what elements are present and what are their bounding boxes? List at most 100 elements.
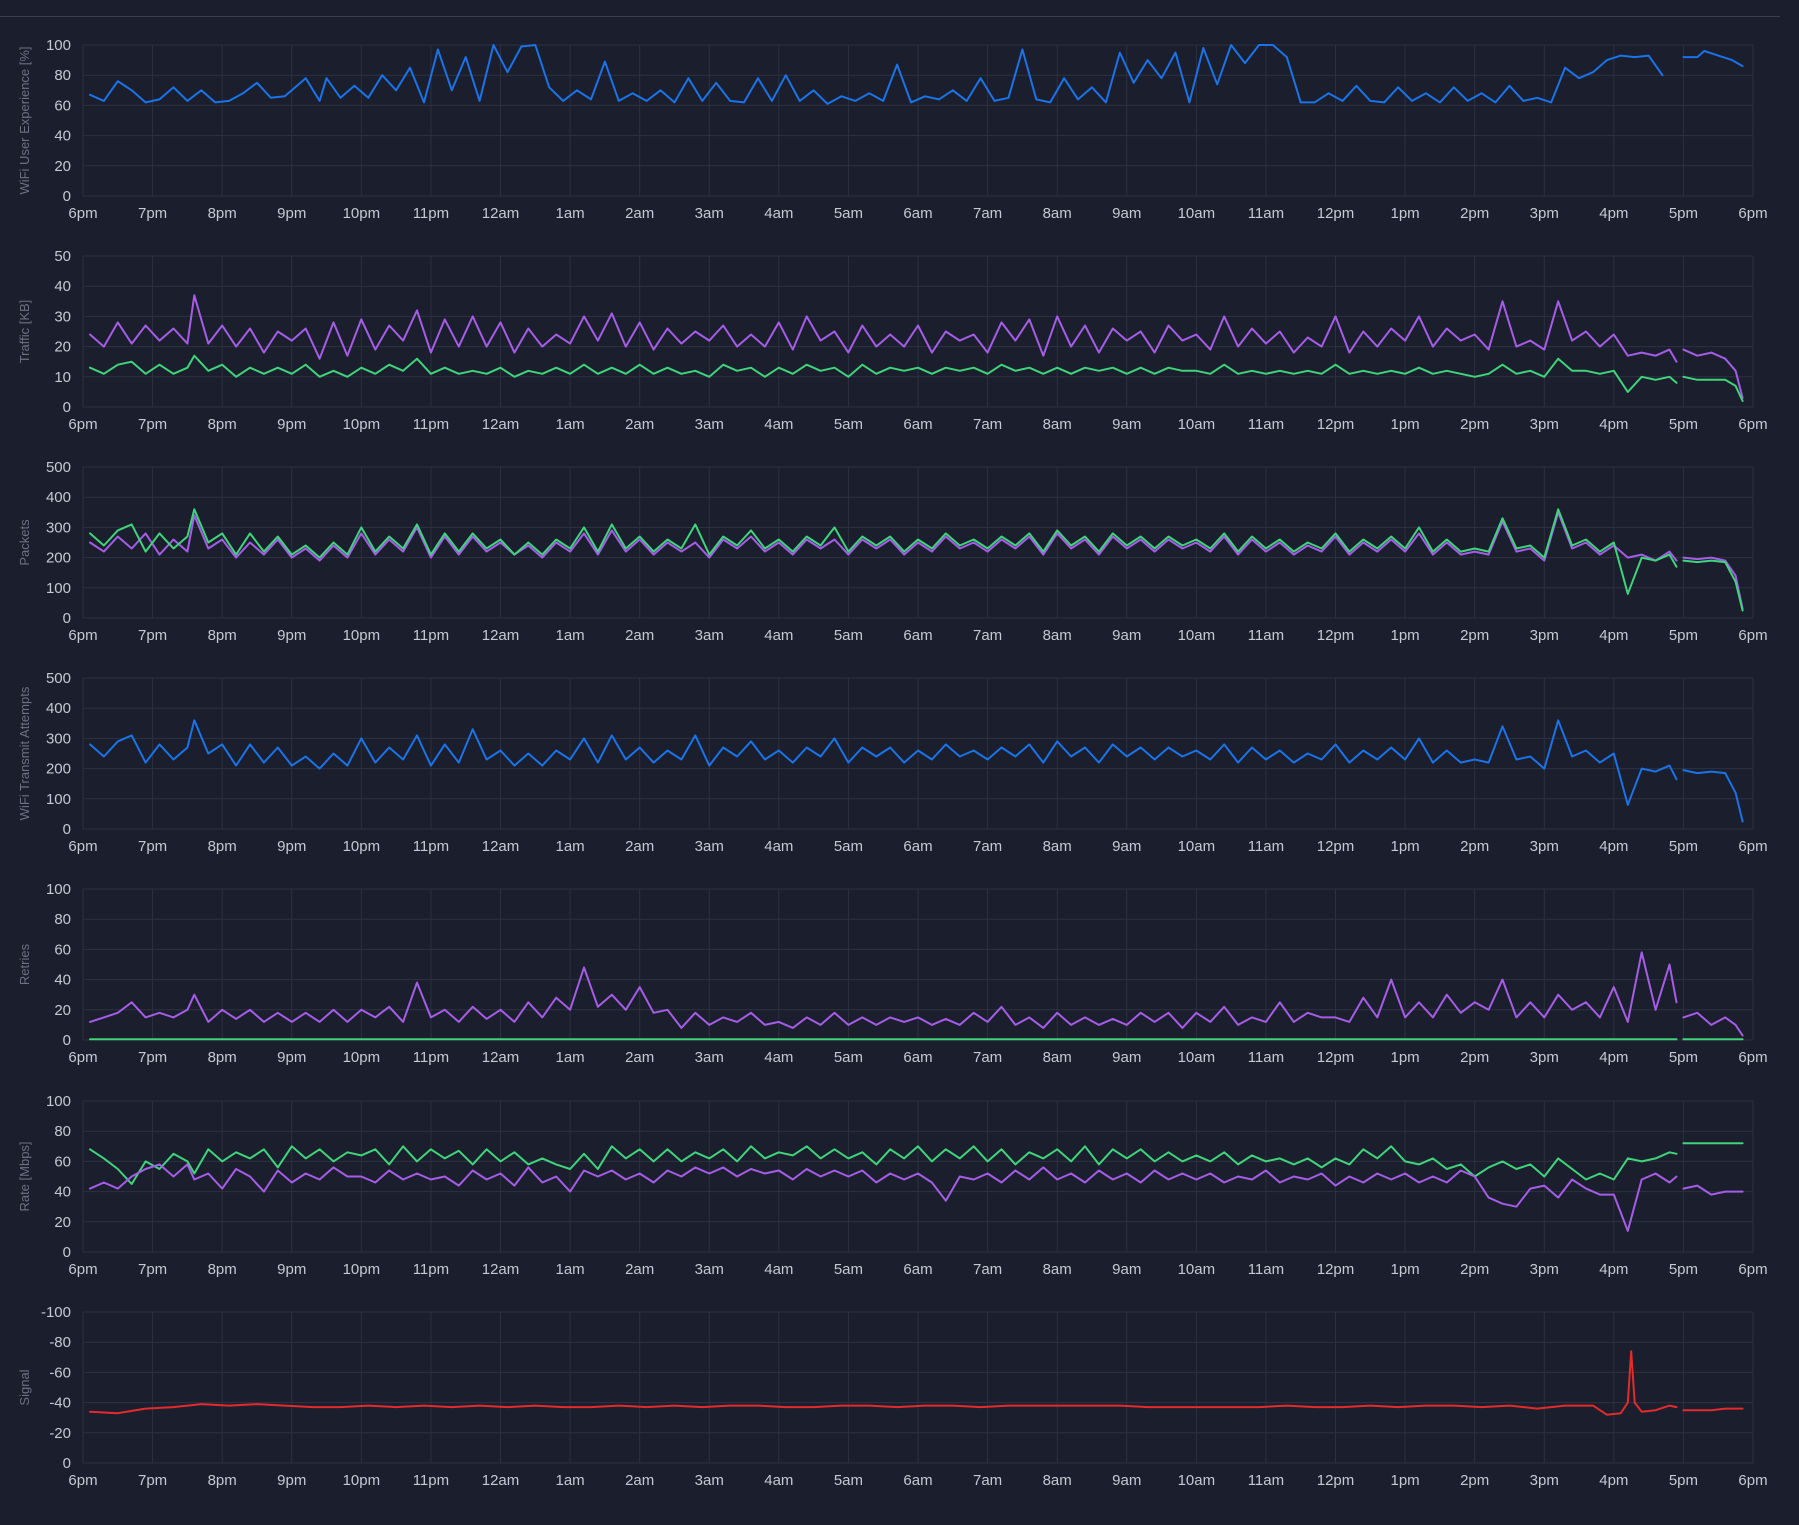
x-tick-label: 7am	[973, 1261, 1002, 1278]
x-tick-label: 2am	[625, 205, 654, 222]
x-tick-label: 7pm	[138, 627, 167, 644]
x-tick-label: 4am	[764, 838, 793, 855]
x-tick-label: 6pm	[1738, 838, 1767, 855]
x-tick-label: 8pm	[208, 838, 237, 855]
x-tick-label: 11pm	[413, 416, 449, 433]
x-tick-label: 11am	[1248, 1472, 1284, 1489]
y-tick-label: 80	[54, 911, 71, 928]
x-tick-label: 1am	[555, 1049, 584, 1066]
x-tick-label: 4am	[764, 1261, 793, 1278]
x-tick-label: 11pm	[413, 205, 449, 222]
x-tick-label: 10am	[1178, 1472, 1216, 1489]
y-tick-label: 20	[54, 1214, 71, 1231]
x-tick-label: 3am	[695, 1261, 724, 1278]
wifi-user-experience-chart: 0 20 40 60 80 100 6pm 7pm 8pm 9pm 10pm 11pm 12am 1am 2…	[17, 37, 1768, 222]
x-tick-label: 2am	[625, 1472, 654, 1489]
x-tick-label: 5pm	[1669, 1261, 1698, 1278]
x-tick-label: 8am	[1043, 1049, 1072, 1066]
x-tick-label: 12pm	[1317, 838, 1355, 855]
x-tick-label: 11pm	[413, 1049, 449, 1066]
x-tick-label: 4am	[764, 416, 793, 433]
x-tick-label: 11am	[1248, 1049, 1284, 1066]
x-tick-label: 4pm	[1599, 1472, 1628, 1489]
x-tick-label: 10pm	[343, 1049, 381, 1066]
x-tick-label: 12pm	[1317, 416, 1355, 433]
y-tick-label: 50	[54, 248, 71, 265]
rate-mbps-series-line	[1682, 1184, 1744, 1196]
x-tick-label: 7am	[973, 627, 1002, 644]
x-tick-label: 6am	[903, 416, 932, 433]
rate-mbps-series-line	[89, 1163, 1678, 1232]
packets-series-line	[1682, 556, 1744, 610]
x-tick-label: 8am	[1043, 1261, 1072, 1278]
x-tick-label: 4pm	[1599, 1049, 1628, 1066]
y-tick-label: 400	[46, 489, 71, 506]
x-tick-label: 12pm	[1317, 1472, 1355, 1489]
x-tick-label: 2pm	[1460, 1049, 1489, 1066]
y-axis-label: Retries	[17, 943, 32, 985]
y-tick-label: -100	[41, 1304, 71, 1321]
y-tick-label: 0	[63, 1032, 71, 1049]
x-tick-label: 12am	[482, 1261, 520, 1278]
traffic-kb-series-line	[1682, 348, 1744, 399]
x-tick-label: 2am	[625, 416, 654, 433]
x-tick-label: 11am	[1248, 838, 1284, 855]
y-tick-label: 500	[46, 670, 71, 687]
x-tick-label: 9pm	[277, 416, 306, 433]
x-tick-label: 5am	[834, 205, 863, 222]
y-tick-label: -60	[49, 1364, 71, 1381]
y-tick-label: 300	[46, 519, 71, 536]
x-tick-label: 1am	[555, 1261, 584, 1278]
x-tick-label: 5pm	[1669, 416, 1698, 433]
x-tick-label: 3am	[695, 416, 724, 433]
x-tick-label: 5am	[834, 838, 863, 855]
y-tick-label: 20	[54, 339, 71, 356]
signal-series-line	[89, 1350, 1678, 1416]
y-tick-label: 0	[63, 188, 71, 205]
x-tick-label: 6am	[903, 627, 932, 644]
x-tick-label: 10am	[1178, 205, 1216, 222]
x-tick-label: 6pm	[68, 1472, 97, 1489]
y-axis-label: Rate [Mbps]	[17, 1141, 32, 1211]
x-tick-label: 6pm	[68, 627, 97, 644]
x-tick-label: 5pm	[1669, 627, 1698, 644]
wifi-transmit-attempts-chart: 0 100 200 300 400 500 6pm 7pm 8pm 9pm 10pm 11pm 12am…	[17, 670, 1768, 855]
signal-chart: 0 -20 -40 -60 -80 -100 6pm 7pm 8pm 9pm 10pm 11pm 12a…	[17, 1304, 1768, 1489]
y-tick-label: 20	[54, 158, 71, 175]
x-tick-label: 6pm	[1738, 416, 1767, 433]
rate-mbps-series-line	[89, 1145, 1678, 1185]
y-tick-label: 500	[46, 459, 71, 476]
x-tick-label: 5pm	[1669, 1472, 1698, 1489]
x-tick-label: 9am	[1112, 838, 1141, 855]
x-tick-label: 2pm	[1460, 1261, 1489, 1278]
x-tick-label: 6pm	[1738, 1472, 1767, 1489]
y-tick-label: -20	[49, 1425, 71, 1442]
x-tick-label: 2pm	[1460, 205, 1489, 222]
x-tick-label: 2pm	[1460, 838, 1489, 855]
x-tick-label: 4pm	[1599, 416, 1628, 433]
retries-series-line	[89, 951, 1678, 1029]
y-tick-label: 100	[46, 580, 71, 597]
x-tick-label: 7pm	[138, 838, 167, 855]
x-tick-label: 4pm	[1599, 205, 1628, 222]
x-tick-label: 4pm	[1599, 627, 1628, 644]
y-tick-label: -40	[49, 1395, 71, 1412]
x-tick-label: 5am	[834, 416, 863, 433]
x-tick-label: 1pm	[1390, 838, 1419, 855]
y-tick-label: 200	[46, 761, 71, 778]
packets-series-line	[1682, 559, 1744, 612]
x-tick-label: 6pm	[68, 1261, 97, 1278]
y-tick-label: 0	[63, 821, 71, 838]
x-tick-label: 9pm	[277, 205, 306, 222]
x-tick-label: 7pm	[138, 1472, 167, 1489]
x-tick-label: 6pm	[1738, 1261, 1767, 1278]
x-tick-label: 6am	[903, 838, 932, 855]
x-tick-label: 10pm	[343, 627, 381, 644]
x-tick-label: 10pm	[343, 205, 381, 222]
x-tick-label: 6pm	[1738, 205, 1767, 222]
y-tick-label: 40	[54, 278, 71, 295]
x-tick-label: 12am	[482, 1049, 520, 1066]
wifi-transmit-attempts-series-line	[1682, 769, 1744, 823]
x-tick-label: 5pm	[1669, 838, 1698, 855]
x-tick-label: 10am	[1178, 627, 1216, 644]
